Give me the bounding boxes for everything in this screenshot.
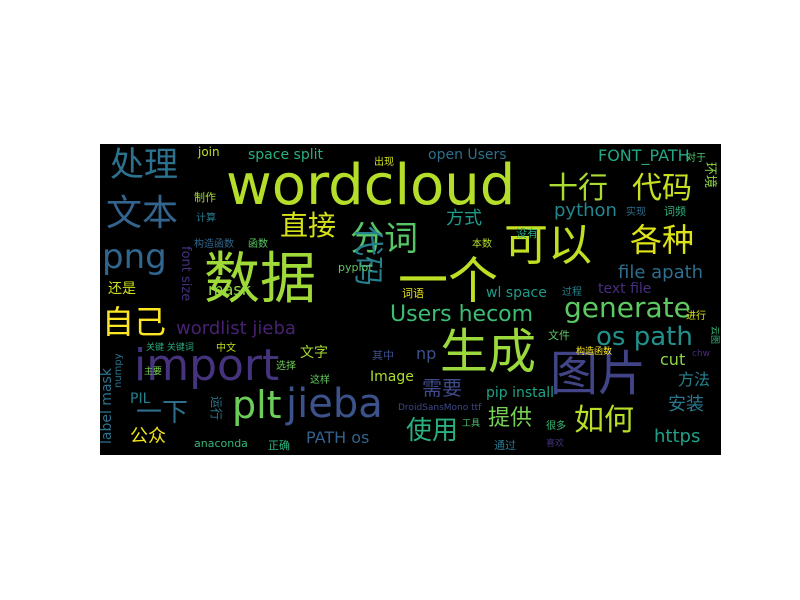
word-image: Image (370, 369, 414, 385)
word-anzhuang: 安装 (668, 394, 704, 415)
word-henduo: 很多 (546, 421, 566, 432)
word-path-os: PATH os (306, 428, 370, 447)
word-tongguo: 通过 (494, 439, 516, 452)
word-qizhong: 其中 (372, 349, 394, 362)
word-users-hecom: Users hecom (390, 302, 534, 327)
word-label-mask: label mask (100, 368, 115, 444)
word-os-path: os path (596, 322, 693, 352)
word-cipin: 词频 (664, 205, 686, 218)
word-fangshi: 方式 (446, 208, 482, 229)
word-png: png (102, 237, 167, 277)
word-join: join (198, 145, 220, 159)
word-fenci: 分词 (350, 219, 418, 259)
word-https: https (654, 426, 701, 447)
word-tigong: 提供 (488, 406, 533, 431)
word-guanjianci: 关键 关键词 (146, 343, 194, 353)
word-chuxian: 出现 (374, 157, 394, 168)
word-shiyong: 使用 (406, 416, 459, 446)
word-anaconda: anaconda (194, 437, 248, 450)
word-shuju: 数据 (204, 247, 316, 312)
word-shihang: 十行 (548, 171, 608, 206)
word-zhongwen: 中文 (216, 343, 236, 354)
word-cut: cut (660, 350, 686, 369)
word-font-size: font size (178, 246, 193, 302)
word-wenjian: 文件 (548, 329, 570, 342)
word-pyplot: pyplot (338, 261, 373, 274)
word-gezhong: 各种 (630, 221, 695, 259)
word-xihuan: 喜欢 (546, 439, 565, 449)
word-import: import (134, 340, 280, 391)
word-plt: plt (232, 383, 282, 427)
word-fangfa: 方法 (678, 370, 711, 389)
word-keyi: 可以 (504, 220, 592, 271)
word-ruhe: 如何 (574, 403, 634, 438)
word-file-apath: file apath (618, 262, 704, 283)
word-jisuan: 计算 (196, 213, 216, 224)
word-font-path: FONT_PATH (598, 146, 690, 165)
word-chuli: 处理 (110, 145, 178, 185)
word-daima: 代码 (632, 171, 692, 206)
word-daima-vertical: 代码 (350, 226, 385, 286)
word-yixia: 一下 (136, 398, 189, 428)
word-gouzao-hanshu-2: 构造函数 (576, 347, 613, 357)
word-gouzao-hanshu: 构造函数 (194, 239, 234, 250)
word-yunxing: 运行 (209, 396, 223, 421)
word-meiyou: 没有 (516, 227, 538, 240)
word-zhizuo: 制作 (194, 191, 216, 204)
word-pip-install: pip install (486, 385, 555, 401)
word-huanjing: 环境 (702, 162, 717, 189)
word-xuyao: 需要 (422, 376, 462, 400)
word-jieba: jieba (286, 381, 383, 427)
word-cloud-image: wordcloud 数据 一个 可以 生成 图片 import jieba pl… (100, 144, 721, 455)
word-ziji: 自己 (102, 303, 167, 341)
word-wl-space: wl space (486, 285, 547, 301)
word-shengcheng: 生成 (440, 324, 537, 380)
word-tupian: 图片 (550, 346, 647, 402)
word-wordlist-jieba: wordlist jieba (176, 318, 296, 339)
word-text-file: text file (598, 281, 652, 297)
word-zheyang: 这样 (310, 375, 330, 386)
word-jinxing: 进行 (686, 311, 706, 322)
word-yige: 一个 (398, 252, 498, 310)
word-guocheng: 过程 (562, 287, 582, 298)
word-shixian: 实现 (626, 207, 646, 218)
word-zhijie: 直接 (280, 209, 337, 242)
word-python: python (554, 200, 617, 221)
word-gongzhong: 公众 (130, 426, 166, 447)
word-ciyu: 词语 (402, 287, 424, 300)
word-wenzi: 文字 (300, 345, 328, 361)
word-open-users: open Users (428, 147, 507, 163)
word-gongju: 工具 (462, 419, 481, 429)
word-space-split: space split (248, 147, 323, 163)
word-haishi: 还是 (108, 281, 136, 297)
word-zhuyao: 主要 (144, 367, 163, 377)
word-pil: PIL (130, 391, 151, 407)
word-wordcloud: wordcloud (226, 153, 516, 218)
word-zhengque: 正确 (268, 439, 290, 452)
word-numpy: numpy (113, 353, 124, 388)
word-benshu: 本数 (472, 239, 492, 250)
word-wenben: 文本 (106, 193, 179, 234)
word-generate: generate (564, 291, 691, 324)
word-xuanze: 选择 (276, 361, 296, 372)
word-duiyu: 对于 (686, 153, 706, 164)
word-chw: chw (692, 349, 711, 359)
word-yuntu: 云图 (709, 326, 719, 345)
word-mask: mask (208, 280, 251, 299)
word-np: np (416, 344, 437, 363)
word-droidsansmono: DroidSansMono ttf (398, 403, 482, 413)
word-hanshu: 函数 (248, 239, 268, 250)
